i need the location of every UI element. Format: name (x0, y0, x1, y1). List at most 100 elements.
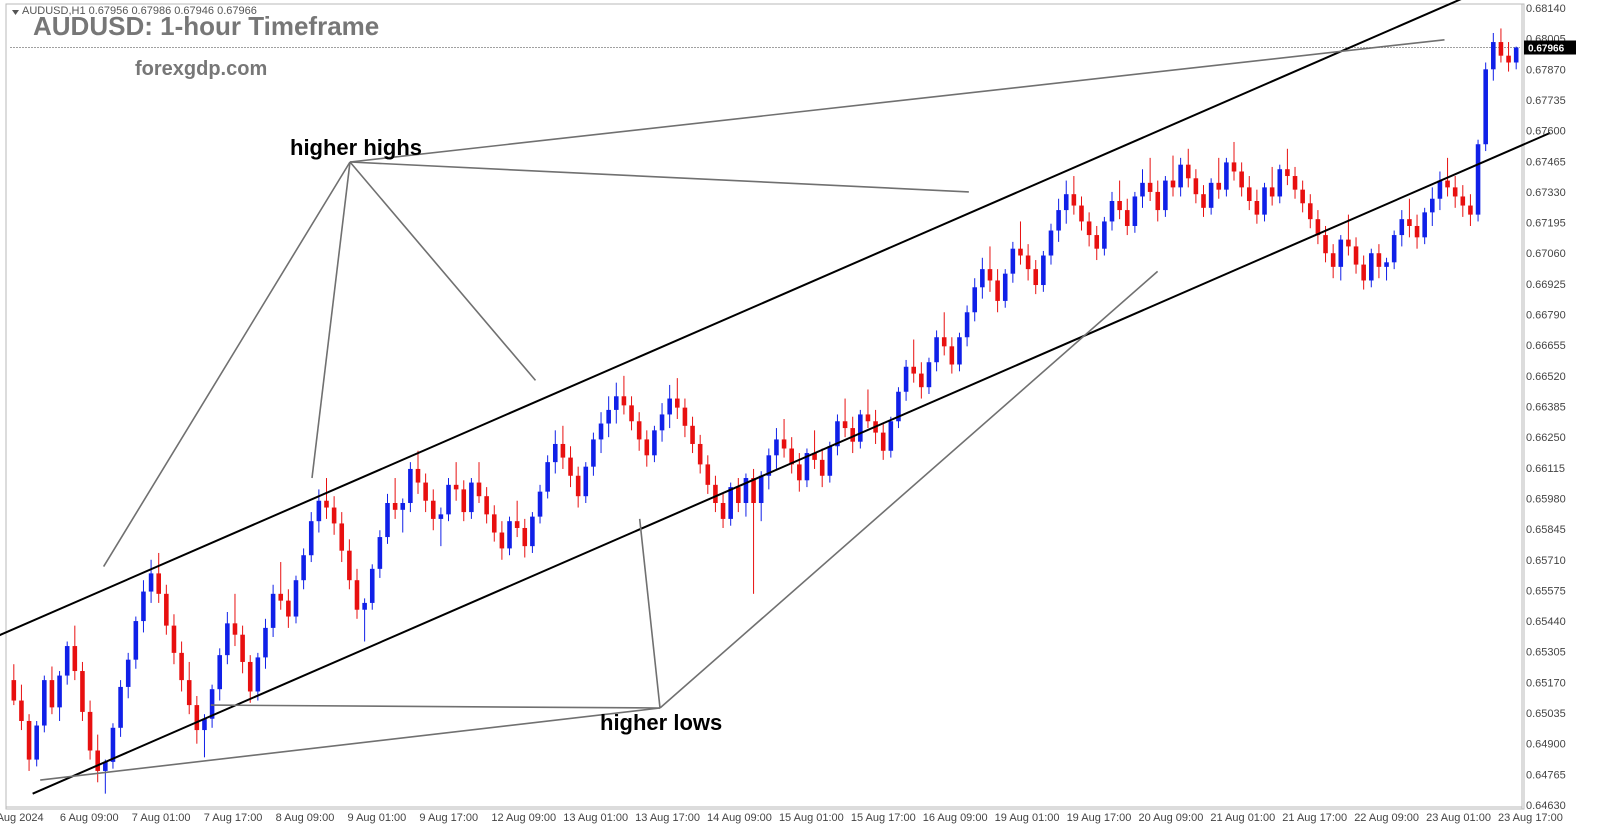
y-tick-label: 0.65035 (1526, 708, 1566, 720)
annotation-higher-lows-pointer (640, 519, 660, 708)
candle-body (80, 671, 85, 712)
candle-body (1041, 256, 1046, 286)
candle-body (614, 396, 619, 410)
candle-body (522, 528, 527, 546)
candle-body (256, 657, 261, 691)
candle-body (881, 433, 886, 451)
candle-body (988, 269, 993, 280)
candle-body (217, 655, 222, 689)
candle-body (553, 444, 558, 462)
candle-body (1056, 210, 1061, 230)
candle-body (972, 287, 977, 312)
y-tick-label: 0.66385 (1526, 402, 1566, 414)
y-tick-label: 0.67330 (1526, 187, 1566, 199)
x-tick-label: 9 Aug 17:00 (419, 812, 478, 824)
candle-body (362, 603, 367, 610)
candle-body (591, 439, 596, 466)
annotation-higher-lows-pointer (40, 708, 660, 780)
candle-body (1415, 226, 1420, 237)
annotation-higher-lows-label: higher lows (600, 710, 722, 735)
y-tick-label: 0.65305 (1526, 647, 1566, 659)
candle-body (507, 521, 512, 548)
candle-body (1064, 194, 1069, 210)
annotation-higher-highs-pointer (350, 162, 535, 380)
candle-body (1140, 183, 1145, 197)
candle-body (858, 414, 863, 441)
chart-root: higher highshigher lowsAUDUSD,H1 0.67956… (0, 0, 1600, 833)
candle-body (942, 337, 947, 346)
candle-body (1232, 162, 1237, 171)
candle-body (606, 410, 611, 424)
y-tick-label: 0.64765 (1526, 769, 1566, 781)
x-tick-label: 15 Aug 17:00 (851, 812, 916, 824)
candle-body (1094, 235, 1099, 249)
candle-body (484, 496, 489, 514)
y-tick-label: 0.65440 (1526, 616, 1566, 628)
candle-body (1377, 253, 1382, 267)
annotation-higher-highs-pointer (312, 162, 350, 478)
candle-body (332, 508, 337, 524)
candle-body (1201, 194, 1206, 208)
candle-body (400, 503, 405, 510)
candle-body (1308, 203, 1313, 219)
candle-body (461, 489, 466, 512)
candle-body (1087, 221, 1092, 235)
candle-body (1163, 181, 1168, 211)
candle-body (492, 514, 497, 532)
candle-body (233, 623, 238, 634)
x-tick-label: 5 Aug 2024 (0, 812, 44, 824)
y-tick-label: 0.67870 (1526, 64, 1566, 76)
candle-body (1033, 269, 1038, 285)
x-tick-label: 13 Aug 01:00 (563, 812, 628, 824)
candle-body (721, 503, 726, 519)
channel-lower (33, 133, 1551, 794)
candle-body (538, 492, 543, 517)
candle-body (1461, 196, 1466, 205)
candle-body (1338, 240, 1343, 267)
candle-body (370, 569, 375, 603)
x-tick-label: 21 Aug 01:00 (1210, 812, 1275, 824)
y-tick-label: 0.67735 (1526, 95, 1566, 107)
candle-body (187, 680, 192, 705)
candle-body (782, 439, 787, 448)
x-tick-label: 14 Aug 09:00 (707, 812, 772, 824)
y-tick-label: 0.66250 (1526, 432, 1566, 444)
candle-body (797, 464, 802, 480)
candle-body (73, 646, 78, 671)
candle-body (278, 594, 283, 601)
candle-body (866, 414, 871, 421)
candle-body (706, 464, 711, 484)
candle-body (820, 460, 825, 476)
candle-body (1476, 144, 1481, 214)
candle-body (1011, 249, 1016, 274)
y-tick-label: 0.65575 (1526, 585, 1566, 597)
x-tick-label: 20 Aug 09:00 (1138, 812, 1203, 824)
candle-body (1361, 265, 1366, 281)
candle-body (728, 487, 733, 519)
candle-body (1209, 183, 1214, 208)
candle-body (454, 485, 459, 490)
y-tick-label: 0.65980 (1526, 493, 1566, 505)
candle-body (294, 580, 299, 616)
candle-body (1445, 181, 1450, 188)
watermark: forexgdp.com (135, 58, 267, 80)
candle-body (378, 537, 383, 569)
candle-body (134, 621, 139, 660)
candle-body (1049, 231, 1054, 256)
candle-body (469, 483, 474, 513)
candle-body (911, 367, 916, 374)
y-tick-label: 0.68140 (1526, 3, 1566, 15)
candle-body (1224, 162, 1229, 189)
y-tick-label: 0.67060 (1526, 248, 1566, 260)
candle-body (568, 458, 573, 476)
candle-body (50, 680, 55, 707)
candle-body (660, 414, 665, 430)
candle-body (1369, 253, 1374, 280)
candle-body (1514, 48, 1519, 63)
candle-body (1331, 253, 1336, 267)
candle-body (1262, 187, 1267, 214)
dropdown-triangle-icon[interactable] (12, 10, 19, 15)
candle-body (286, 601, 291, 617)
y-tick-label: 0.67600 (1526, 126, 1566, 138)
candle-body (645, 439, 650, 455)
